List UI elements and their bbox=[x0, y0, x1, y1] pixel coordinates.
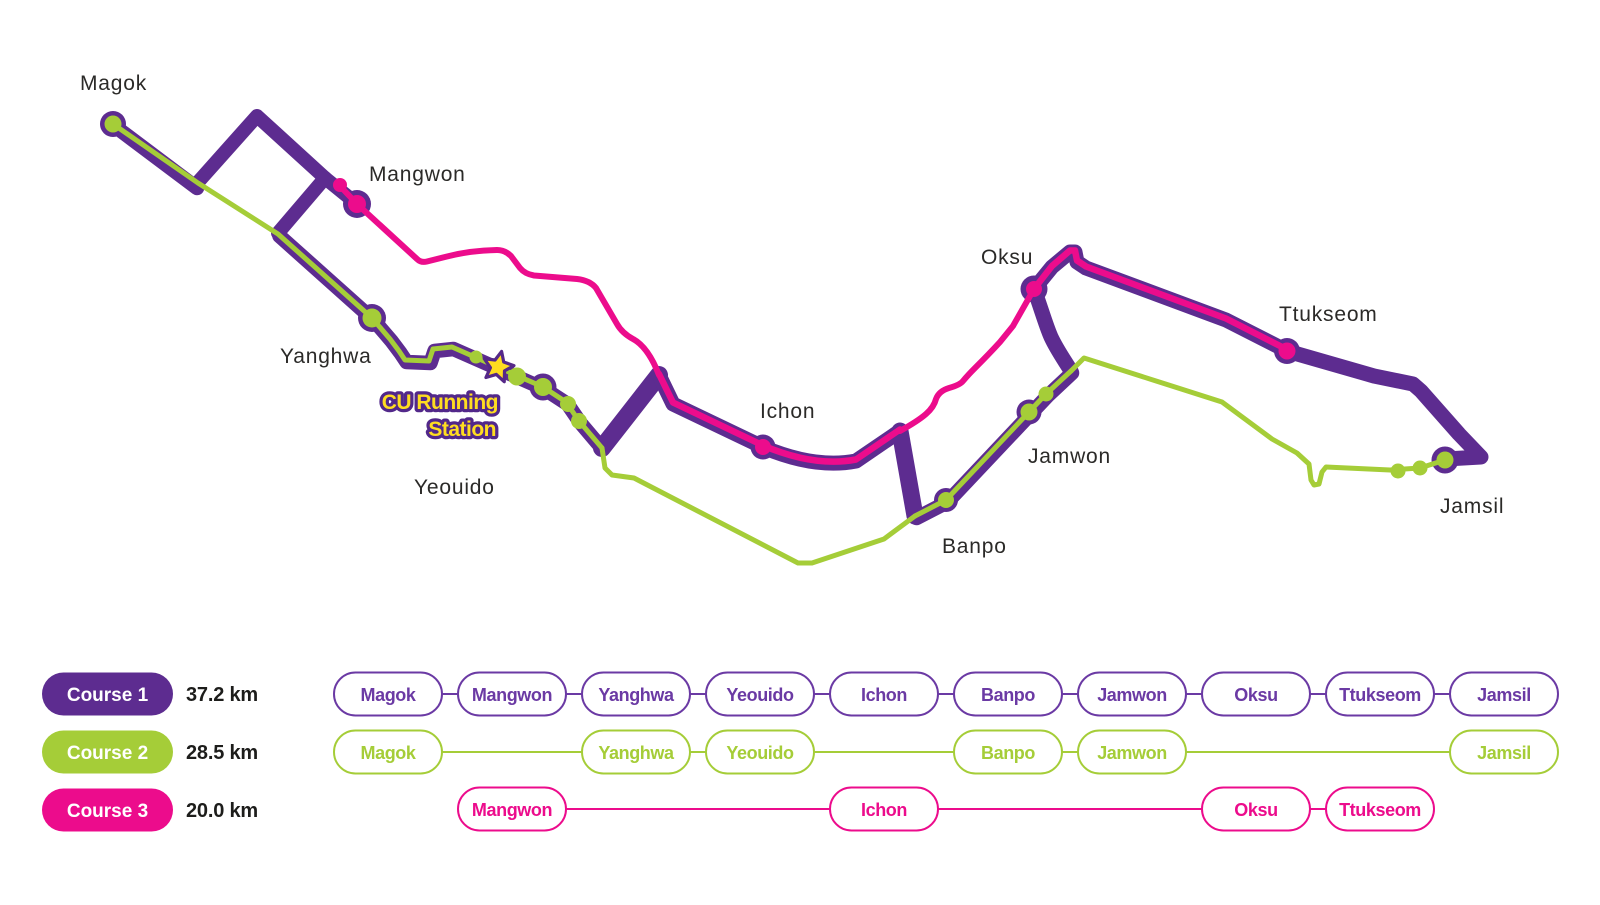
svg-text:28.5 km: 28.5 km bbox=[186, 742, 258, 764]
svg-text:Jamwon: Jamwon bbox=[1097, 685, 1167, 705]
svg-text:Jamwon: Jamwon bbox=[1097, 743, 1167, 763]
svg-text:Oksu: Oksu bbox=[1234, 685, 1277, 705]
svg-text:Jamsil: Jamsil bbox=[1477, 743, 1531, 763]
svg-text:Ichon: Ichon bbox=[760, 400, 815, 423]
svg-text:Magok: Magok bbox=[80, 72, 147, 95]
svg-text:Course 1: Course 1 bbox=[67, 685, 149, 706]
svg-text:Jamsil: Jamsil bbox=[1440, 495, 1504, 518]
svg-text:20.0 km: 20.0 km bbox=[186, 800, 258, 822]
svg-text:Course 3: Course 3 bbox=[67, 801, 148, 822]
svg-text:Course 2: Course 2 bbox=[67, 743, 148, 764]
svg-text:Yanghwa: Yanghwa bbox=[598, 743, 675, 763]
svg-text:37.2 km: 37.2 km bbox=[186, 684, 258, 706]
svg-text:Yeouido: Yeouido bbox=[726, 685, 794, 705]
svg-text:Mangwon: Mangwon bbox=[472, 685, 552, 705]
svg-text:Yanghwa: Yanghwa bbox=[598, 685, 675, 705]
svg-text:Magok: Magok bbox=[360, 685, 416, 705]
svg-text:Ttukseom: Ttukseom bbox=[1339, 685, 1421, 705]
svg-text:Station: Station bbox=[428, 418, 496, 441]
svg-text:Magok: Magok bbox=[360, 743, 416, 763]
svg-text:Ttukseom: Ttukseom bbox=[1279, 303, 1378, 326]
svg-text:Oksu: Oksu bbox=[981, 246, 1033, 269]
svg-text:Jamwon: Jamwon bbox=[1028, 445, 1111, 468]
svg-text:Mangwon: Mangwon bbox=[472, 800, 552, 820]
svg-text:CU Running: CU Running bbox=[382, 391, 498, 414]
svg-text:Yanghwa: Yanghwa bbox=[280, 345, 372, 368]
svg-text:Oksu: Oksu bbox=[1234, 800, 1277, 820]
svg-text:Banpo: Banpo bbox=[981, 685, 1035, 705]
svg-text:Ttukseom: Ttukseom bbox=[1339, 800, 1421, 820]
svg-text:Banpo: Banpo bbox=[981, 743, 1035, 763]
svg-text:Yeouido: Yeouido bbox=[726, 743, 794, 763]
svg-text:Ichon: Ichon bbox=[861, 800, 907, 820]
svg-text:Mangwon: Mangwon bbox=[369, 163, 466, 186]
svg-text:Ichon: Ichon bbox=[861, 685, 907, 705]
svg-text:Banpo: Banpo bbox=[942, 535, 1007, 558]
svg-text:Yeouido: Yeouido bbox=[414, 476, 495, 499]
svg-text:Jamsil: Jamsil bbox=[1477, 685, 1531, 705]
